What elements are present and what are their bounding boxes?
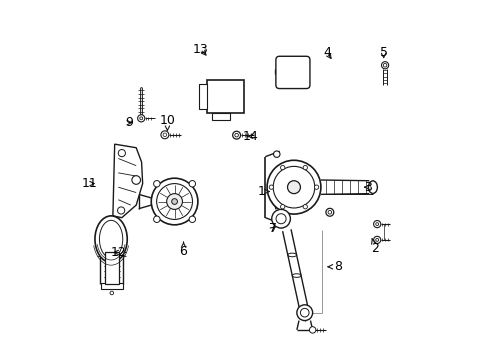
Circle shape — [189, 180, 195, 187]
Bar — [212, 113, 230, 121]
Circle shape — [314, 185, 318, 189]
Circle shape — [137, 115, 144, 122]
Circle shape — [327, 211, 331, 214]
Circle shape — [373, 236, 380, 243]
Circle shape — [234, 134, 238, 137]
Circle shape — [300, 309, 308, 317]
Circle shape — [303, 204, 307, 209]
Circle shape — [161, 131, 168, 139]
Text: 6: 6 — [179, 242, 187, 258]
Circle shape — [287, 181, 300, 194]
Circle shape — [280, 78, 285, 84]
Bar — [199, 84, 206, 109]
Ellipse shape — [95, 216, 127, 262]
Text: 10: 10 — [159, 114, 175, 131]
Circle shape — [232, 131, 240, 139]
FancyBboxPatch shape — [275, 56, 309, 89]
Circle shape — [273, 217, 280, 224]
Circle shape — [309, 327, 315, 333]
Circle shape — [375, 223, 378, 226]
Text: 4: 4 — [323, 46, 330, 59]
Bar — [101, 283, 122, 289]
Circle shape — [269, 185, 273, 189]
Circle shape — [276, 214, 285, 224]
Circle shape — [300, 78, 305, 84]
Circle shape — [171, 199, 177, 204]
Bar — [206, 80, 244, 113]
Bar — [104, 252, 119, 284]
Polygon shape — [113, 144, 142, 218]
Text: 3: 3 — [364, 181, 371, 194]
Circle shape — [163, 133, 166, 136]
Text: 12: 12 — [110, 246, 126, 259]
Text: 9: 9 — [125, 116, 133, 129]
Circle shape — [266, 160, 320, 214]
Circle shape — [373, 221, 380, 228]
Circle shape — [273, 151, 280, 157]
Circle shape — [303, 166, 307, 170]
Circle shape — [381, 62, 388, 69]
Circle shape — [110, 291, 113, 295]
Ellipse shape — [292, 274, 301, 277]
Circle shape — [296, 305, 312, 320]
Circle shape — [271, 210, 290, 228]
Circle shape — [166, 194, 182, 210]
Circle shape — [117, 207, 124, 214]
Circle shape — [189, 216, 195, 222]
Circle shape — [280, 204, 285, 209]
Circle shape — [375, 238, 378, 241]
Circle shape — [140, 117, 142, 120]
Circle shape — [151, 178, 198, 225]
Circle shape — [280, 166, 285, 170]
Ellipse shape — [99, 220, 122, 258]
Text: 13: 13 — [192, 42, 208, 55]
Bar — [320, 180, 372, 194]
Text: 14: 14 — [242, 130, 258, 143]
Circle shape — [153, 216, 160, 222]
Text: 5: 5 — [379, 46, 387, 59]
Circle shape — [132, 176, 140, 184]
Text: 7: 7 — [268, 222, 277, 235]
Text: 8: 8 — [327, 260, 342, 273]
Ellipse shape — [367, 181, 377, 193]
Circle shape — [153, 180, 160, 187]
Text: 2: 2 — [371, 239, 379, 255]
Circle shape — [383, 63, 386, 67]
Circle shape — [118, 149, 125, 157]
Text: 1: 1 — [257, 185, 268, 198]
Circle shape — [156, 184, 192, 220]
Circle shape — [273, 166, 314, 208]
Circle shape — [325, 208, 333, 216]
Text: 11: 11 — [81, 177, 97, 190]
Ellipse shape — [287, 253, 296, 257]
